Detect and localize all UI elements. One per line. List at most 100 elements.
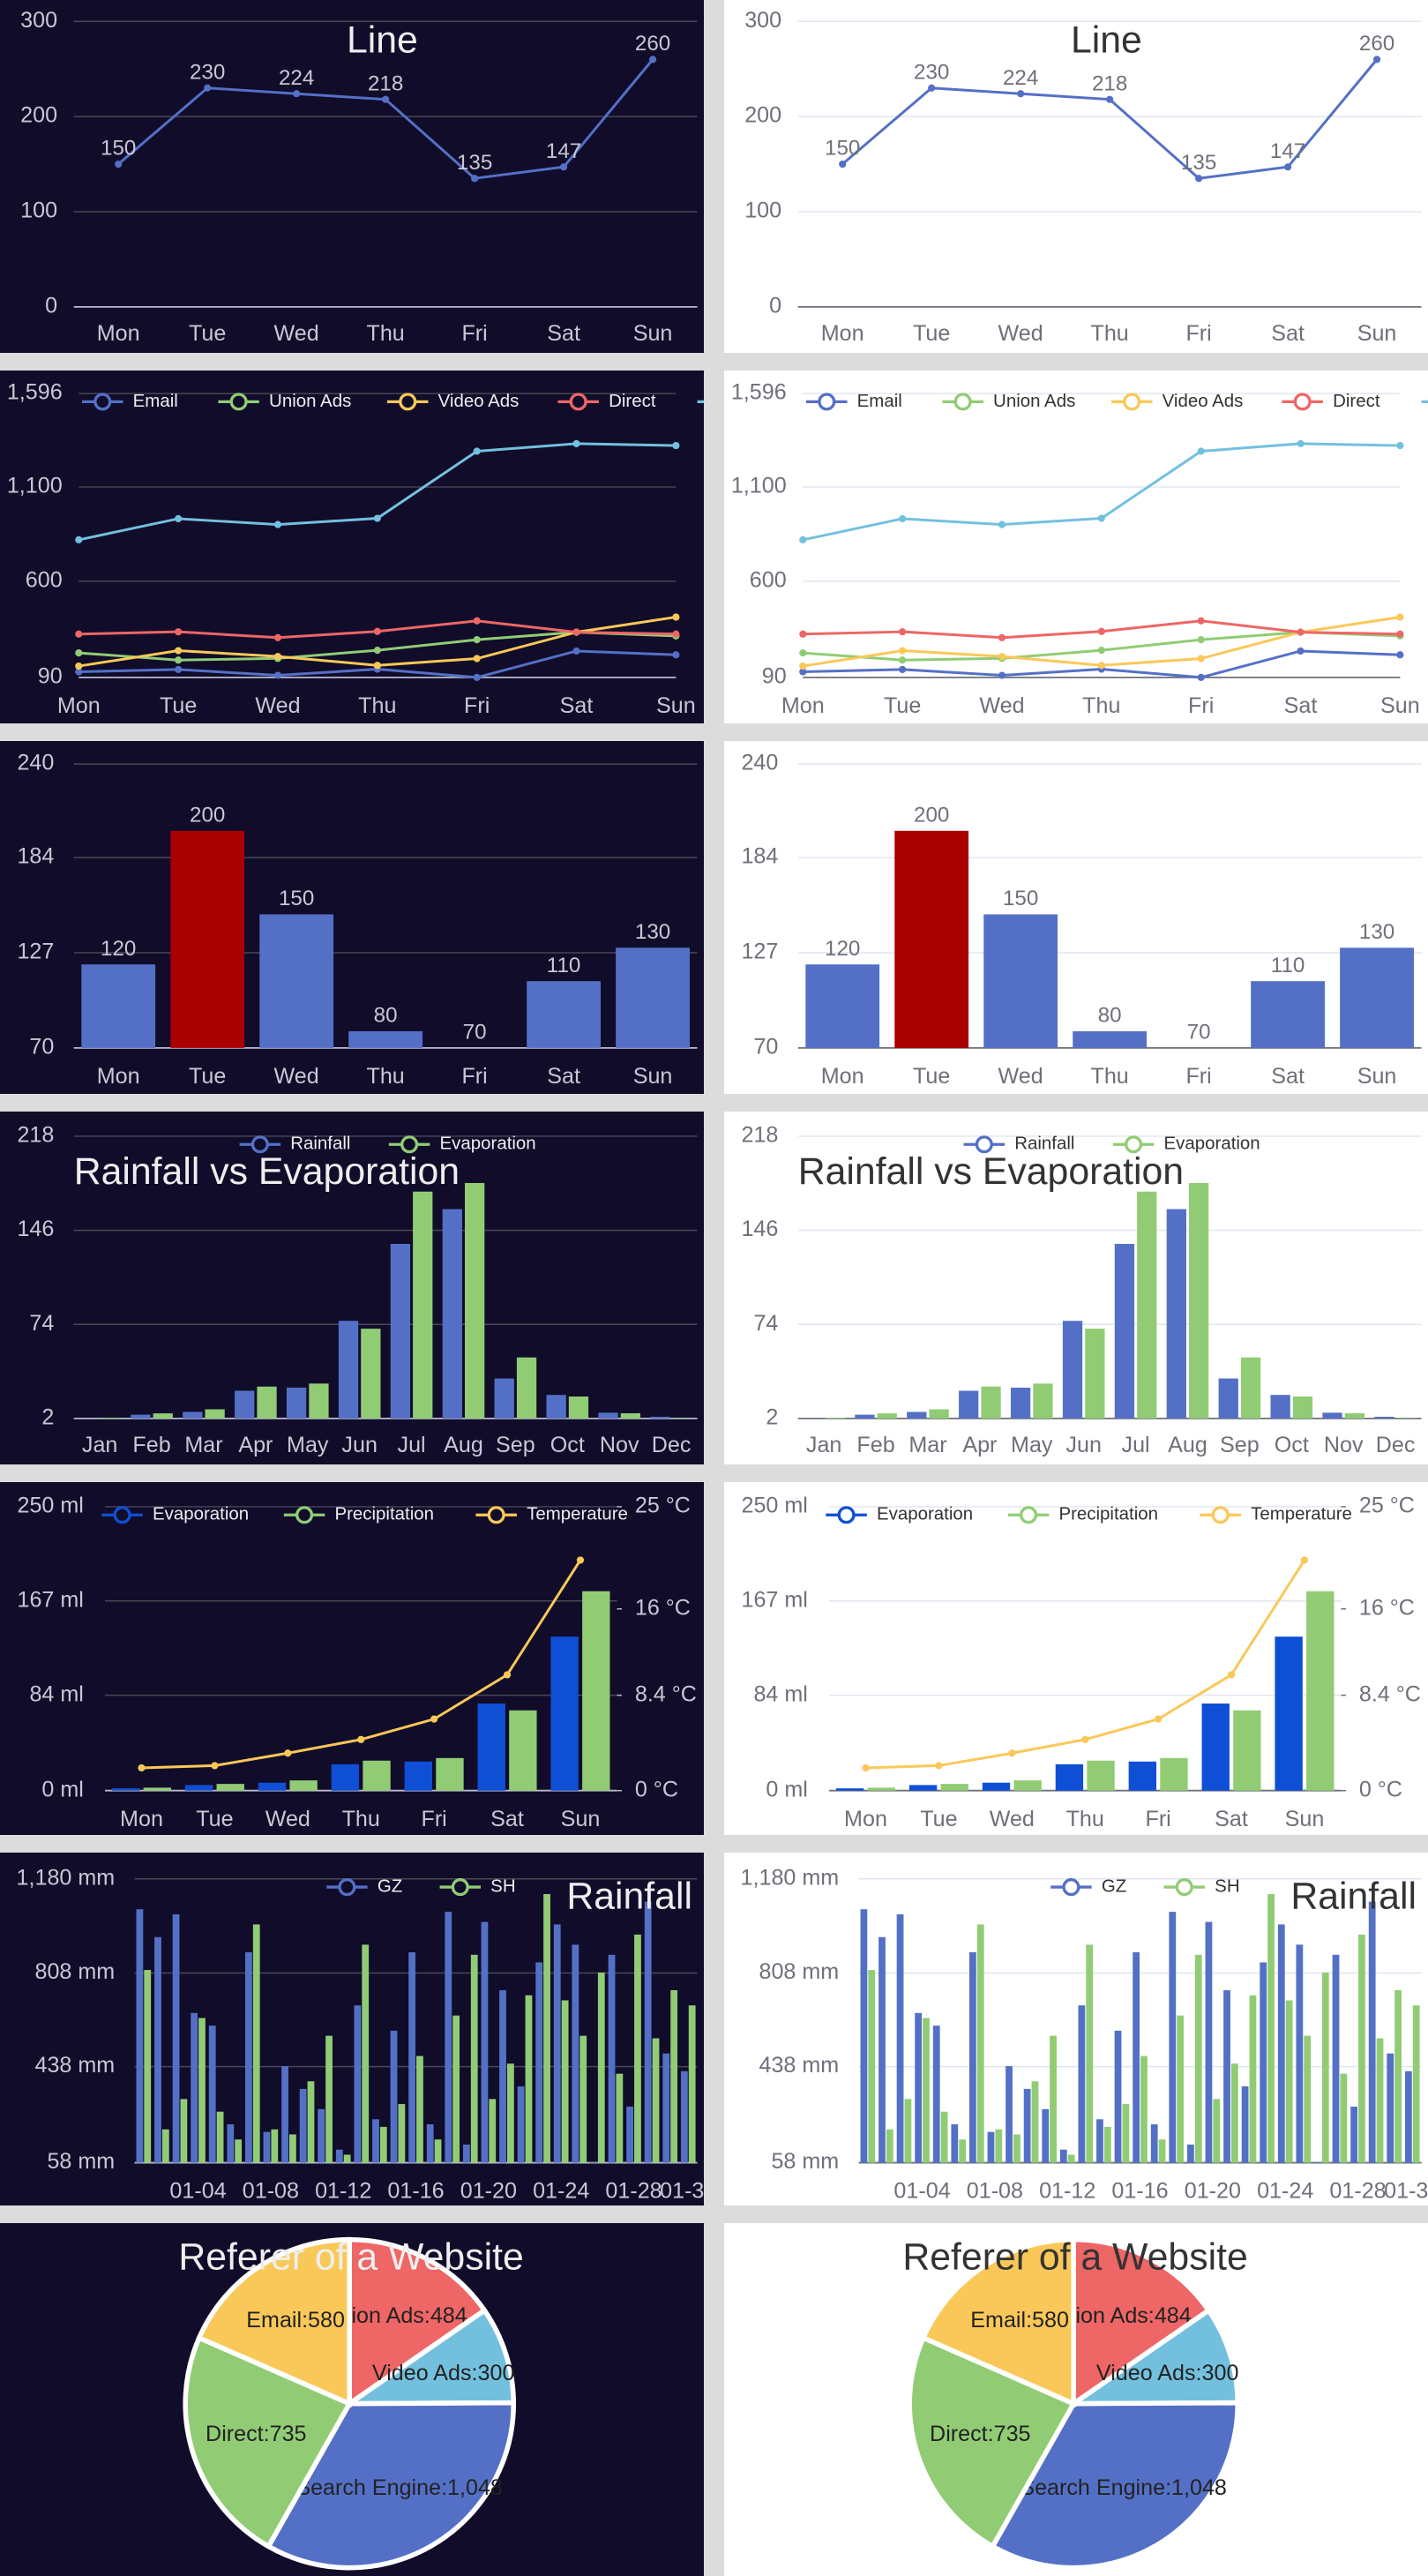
label-part: Search Engine xyxy=(295,2475,441,2500)
bar xyxy=(981,1386,1001,1419)
bar xyxy=(1201,1704,1230,1791)
bar xyxy=(144,1970,152,2163)
bar xyxy=(680,2071,688,2163)
bar xyxy=(1137,1191,1157,1419)
y-tick-label: 808 mm xyxy=(759,1959,840,1984)
bar xyxy=(1233,1710,1261,1791)
y-tick-label: 1,100 xyxy=(731,474,787,498)
bar xyxy=(434,2139,442,2163)
bar xyxy=(516,1357,537,1419)
bar xyxy=(318,2108,325,2163)
point xyxy=(75,535,83,543)
label-part: : xyxy=(1165,2475,1171,2500)
bar xyxy=(1249,1995,1257,2163)
bar xyxy=(143,1787,172,1791)
bar xyxy=(257,1386,277,1419)
x-tick-label: Fri xyxy=(1145,1807,1170,1831)
x-tick-label: Tue xyxy=(913,1064,950,1089)
x-tick-label: 01-12 xyxy=(1039,2179,1095,2204)
y-tick-label: 70 xyxy=(29,1035,54,1060)
y-tick-label: 240 xyxy=(741,751,778,775)
bar xyxy=(1186,2144,1194,2163)
x-tick-label: Jan xyxy=(82,1433,117,1457)
label-part: Direct xyxy=(206,2421,264,2445)
chart-panel: 0 100 200 300 Mon Tue Wed Thu Fri Sat Sun 150 230 224… xyxy=(724,0,1428,353)
bar xyxy=(289,2134,296,2163)
point xyxy=(175,656,183,664)
data-label: 130 xyxy=(635,920,670,944)
x-tick-label: Sat xyxy=(1215,1807,1248,1831)
point xyxy=(899,665,907,673)
x-tick-label: 01-20 xyxy=(460,2179,517,2204)
point xyxy=(75,630,83,638)
bar xyxy=(904,2099,912,2163)
label-part: Direct xyxy=(930,2421,988,2445)
point xyxy=(672,630,680,638)
label-part: 484 xyxy=(1155,2303,1192,2327)
label-part: 580 xyxy=(308,2308,345,2333)
x-tick-label: Sun xyxy=(1285,1807,1325,1831)
bar xyxy=(1114,1243,1135,1419)
bar xyxy=(286,1387,307,1419)
y-tick-label: 84 ml xyxy=(29,1681,83,1706)
point xyxy=(1197,655,1205,663)
y-tick-label: 84 ml xyxy=(753,1681,807,1706)
x-tick-label: Tue xyxy=(920,1807,957,1831)
bar xyxy=(896,1913,904,2163)
bar xyxy=(1321,1972,1329,2163)
x-tick-label: 01-20 xyxy=(1185,2179,1241,2204)
label-part: 1,048 xyxy=(447,2475,503,2500)
label-part: : xyxy=(1026,2308,1032,2333)
x-tick-label: Feb xyxy=(132,1433,170,1457)
bar xyxy=(662,2053,670,2163)
legend-label: Evaporation xyxy=(440,1134,536,1154)
bar xyxy=(101,1417,121,1419)
slice-label: Email:580 xyxy=(970,2308,1069,2333)
bar xyxy=(390,1243,411,1419)
bar xyxy=(1006,2066,1013,2163)
x-tick-label: Oct xyxy=(1275,1433,1309,1457)
legend-icon xyxy=(93,393,112,411)
bar xyxy=(1240,1357,1261,1419)
point xyxy=(1283,163,1292,171)
bar xyxy=(1223,1989,1230,2163)
legend-label: Union Ads xyxy=(269,391,351,411)
y2-tick-label: 0 °C xyxy=(1359,1777,1402,1801)
data-label: 260 xyxy=(635,32,670,56)
bar xyxy=(1194,1954,1202,2163)
label-part: : xyxy=(988,2421,994,2445)
x-tick-label: Apr xyxy=(962,1433,997,1457)
point xyxy=(1155,1715,1163,1723)
x-tick-label: Thu xyxy=(358,693,396,718)
bar xyxy=(1376,2038,1384,2163)
point xyxy=(373,514,381,522)
bar xyxy=(1340,947,1414,1048)
bar xyxy=(154,1936,161,2163)
bar xyxy=(543,1894,550,2163)
x-tick-label: 01-24 xyxy=(533,2179,589,2204)
legend-label: Temperature xyxy=(527,1504,628,1524)
bar xyxy=(509,1710,537,1791)
chart-panel: 2 74 146 218 Jan Feb Mar Apr May Jun Jul Aug Sep Oct N… xyxy=(0,1112,704,1464)
x-tick-label: Sat xyxy=(560,693,594,718)
bar xyxy=(1374,1416,1394,1419)
bar xyxy=(271,2129,279,2163)
data-label: 120 xyxy=(825,937,860,961)
y-tick-label: 200 xyxy=(20,103,57,128)
legend-label: Evaporation xyxy=(877,1504,973,1524)
bar xyxy=(1285,2000,1293,2163)
x-tick-label: Thu xyxy=(342,1807,380,1831)
point xyxy=(899,628,907,636)
point xyxy=(672,651,680,659)
x-tick-label: Thu xyxy=(1066,1807,1104,1831)
bar xyxy=(908,1785,938,1791)
bar xyxy=(1059,2149,1067,2163)
bar xyxy=(1013,2134,1021,2163)
pie-slice xyxy=(347,2236,489,2408)
bar xyxy=(235,2139,243,2163)
bar xyxy=(1010,1387,1031,1419)
legend-icon xyxy=(837,1506,856,1524)
y-tick-label: 90 xyxy=(762,664,787,689)
legend-icon xyxy=(1293,393,1312,411)
x-tick-label: Dec xyxy=(652,1433,692,1457)
